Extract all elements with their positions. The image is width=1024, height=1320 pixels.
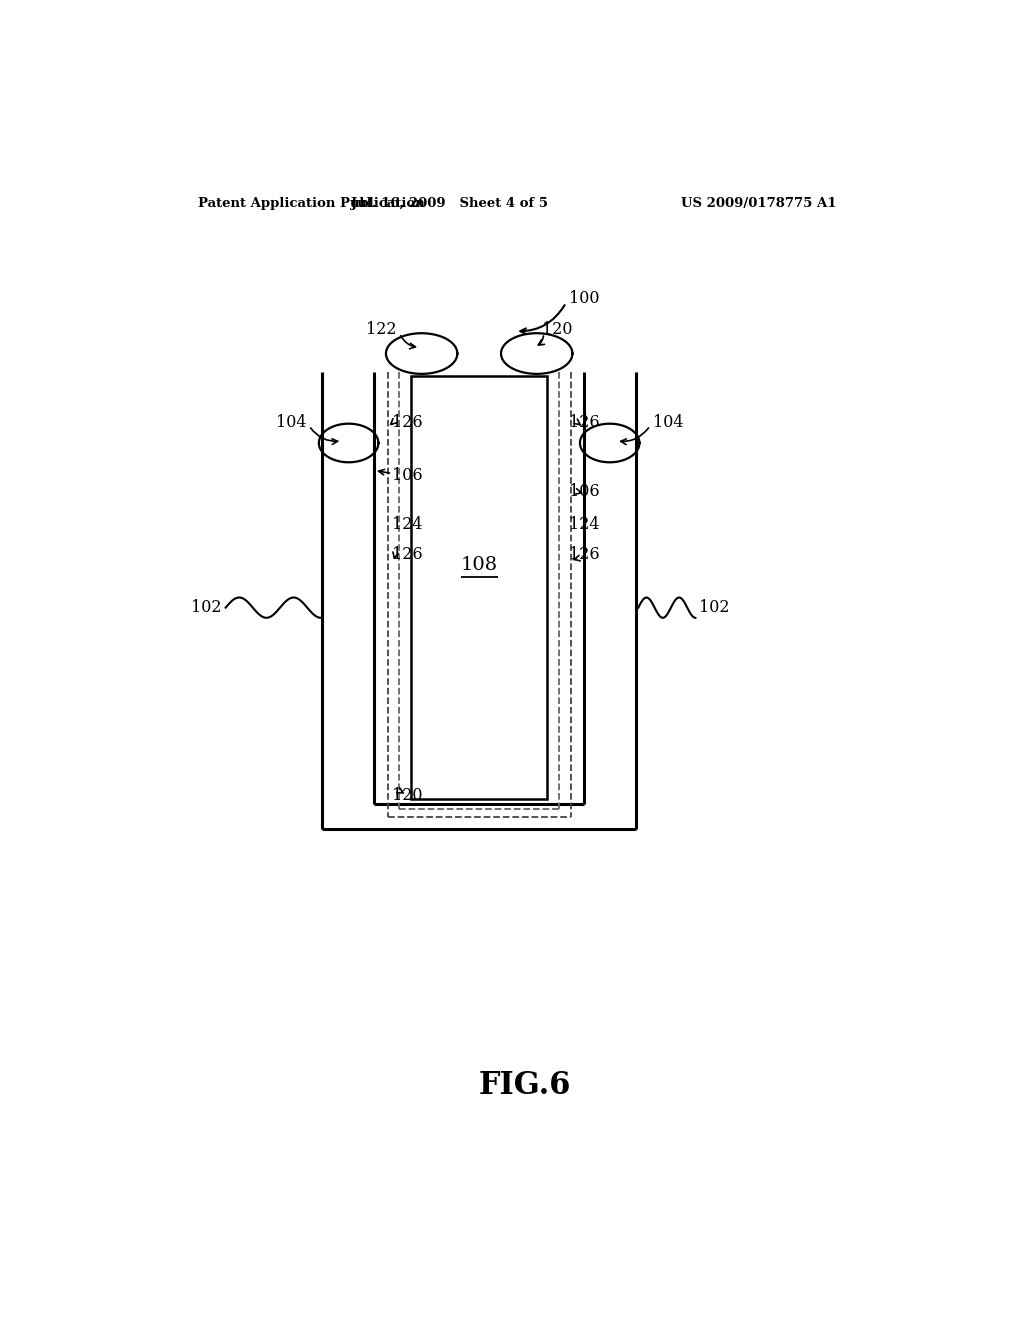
Text: 124: 124 <box>392 516 423 533</box>
Text: 126: 126 <box>569 546 600 564</box>
Text: 124: 124 <box>569 516 600 533</box>
Text: 100: 100 <box>569 290 600 308</box>
Text: 102: 102 <box>699 599 730 616</box>
Text: Jul. 16, 2009   Sheet 4 of 5: Jul. 16, 2009 Sheet 4 of 5 <box>351 197 548 210</box>
Text: 108: 108 <box>461 556 498 574</box>
Text: 126: 126 <box>392 414 423 432</box>
Text: 122: 122 <box>366 321 396 338</box>
Text: US 2009/0178775 A1: US 2009/0178775 A1 <box>681 197 837 210</box>
Text: 120: 120 <box>392 787 423 804</box>
Text: 102: 102 <box>191 599 221 616</box>
Text: 126: 126 <box>392 546 423 564</box>
Text: 104: 104 <box>653 414 684 432</box>
Text: 104: 104 <box>276 414 306 432</box>
Text: FIG.6: FIG.6 <box>478 1069 571 1101</box>
Text: 126: 126 <box>569 414 600 432</box>
Text: 120: 120 <box>543 321 572 338</box>
Text: 106: 106 <box>569 483 600 500</box>
Text: 106: 106 <box>392 467 423 484</box>
Text: Patent Application Publication: Patent Application Publication <box>198 197 425 210</box>
Bar <box>412 376 547 799</box>
